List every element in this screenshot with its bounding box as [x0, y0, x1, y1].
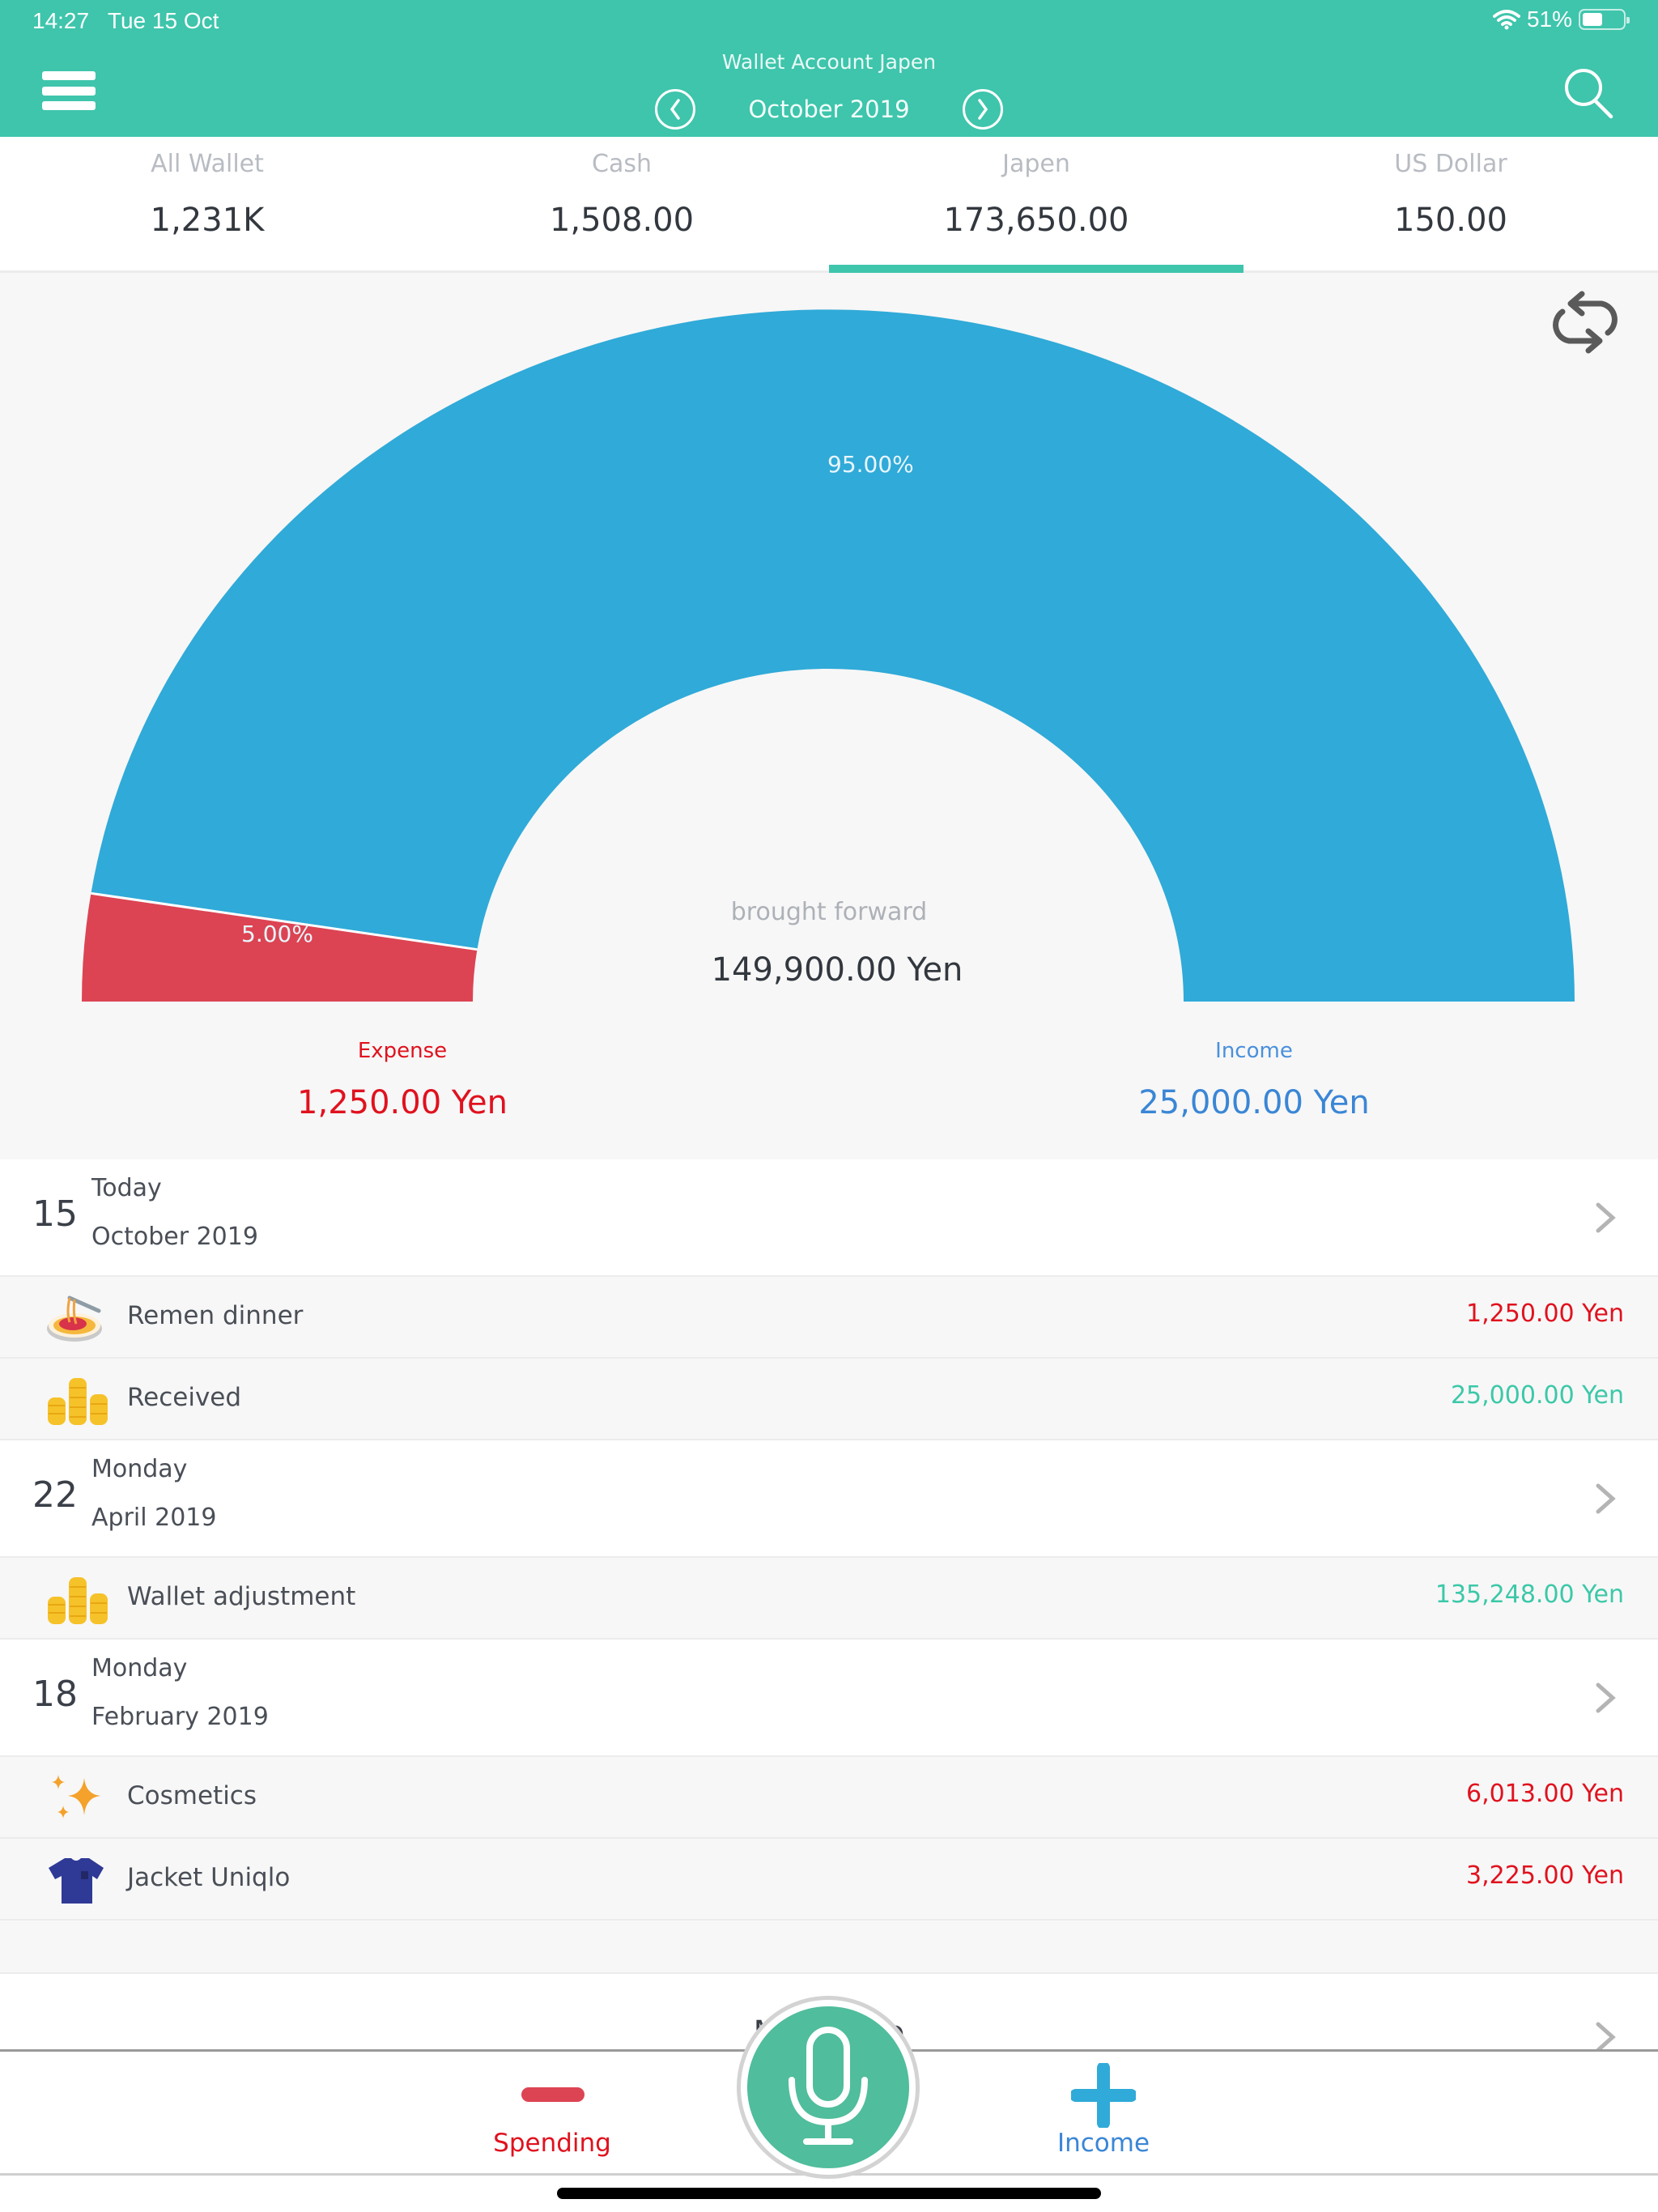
wifi-icon	[1492, 10, 1520, 30]
transaction-item[interactable]: Jacket Uniqlo 3,225.00 Yen	[0, 1839, 1658, 1921]
tab-label: All Wallet	[151, 150, 264, 178]
income-label: Income	[1215, 1039, 1293, 1063]
swap-chart-button[interactable]	[1545, 286, 1626, 359]
search-button[interactable]	[1559, 65, 1616, 121]
list-spacer	[0, 1921, 1658, 1974]
tab-label: Cash	[592, 150, 652, 178]
battery-icon	[1579, 9, 1630, 30]
menu-button[interactable]	[42, 71, 96, 110]
coins-icon	[48, 1577, 108, 1624]
search-icon	[1565, 69, 1613, 119]
voice-input-button[interactable]	[737, 1996, 920, 2179]
tab-label: Japen	[1002, 150, 1070, 178]
item-amount: 135,248.00 Yen	[1435, 1580, 1624, 1609]
summary-chart-panel: 95.00% 5.00% brought forward 149,900.00 …	[0, 273, 1658, 1159]
chevron-right-icon	[1596, 2022, 1616, 2052]
item-amount: 25,000.00 Yen	[1450, 1381, 1624, 1410]
chevron-right-icon	[978, 99, 988, 120]
hamburger-icon	[42, 71, 96, 80]
plus-icon	[1071, 2063, 1136, 2128]
date-group-header[interactable]: 15 Today October 2019	[0, 1159, 1658, 1277]
date-month-year: April 2019	[91, 1504, 217, 1532]
swap-arrows-icon	[1553, 291, 1618, 354]
tab-all-wallet[interactable]: All Wallet 1,231K	[0, 137, 414, 270]
income-button[interactable]: Income	[982, 2052, 1225, 2173]
chevron-left-icon	[670, 99, 680, 120]
next-month-button[interactable]	[963, 89, 1003, 130]
date-weekday: Monday	[91, 1654, 188, 1682]
wallet-tabs: All Wallet 1,231K Cash 1,508.00 Japen 17…	[0, 137, 1658, 273]
battery-percent: 51%	[1526, 6, 1572, 32]
transaction-item[interactable]: Received 25,000.00 Yen	[0, 1359, 1658, 1440]
expense-slice[interactable]	[82, 893, 478, 1002]
date-day: 22	[32, 1474, 78, 1516]
transaction-item[interactable]: Remen dinner 1,250.00 Yen	[0, 1277, 1658, 1359]
chevron-right-icon	[1596, 1682, 1616, 1713]
date-month-year: October 2019	[91, 1223, 258, 1251]
date-day: 15	[32, 1193, 78, 1235]
item-name: Jacket Uniqlo	[127, 1863, 291, 1892]
item-amount: 1,250.00 Yen	[1466, 1300, 1624, 1328]
item-name: Received	[127, 1383, 242, 1412]
minus-icon	[521, 2087, 585, 2102]
chevron-right-icon	[1596, 1483, 1616, 1514]
date-weekday: Monday	[91, 1455, 188, 1483]
date-weekday: Today	[91, 1174, 162, 1202]
tab-label: US Dollar	[1394, 150, 1507, 178]
income-total: 25,000.00 Yen	[1138, 1084, 1370, 1121]
brought-forward-label: brought forward	[730, 898, 928, 926]
date-group-header[interactable]: 18 Monday February 2019	[0, 1640, 1658, 1757]
brought-forward-value: 149,900.00 Yen	[711, 951, 963, 989]
expense-label: Expense	[357, 1039, 448, 1063]
app-header: 14:27 Tue 15 Oct 51% Wallet Account Jape…	[0, 0, 1658, 137]
item-amount: 6,013.00 Yen	[1466, 1780, 1624, 1808]
chevron-right-icon	[1596, 1202, 1616, 1233]
date-month-year: February 2019	[91, 1703, 269, 1731]
tab-us-dollar[interactable]: US Dollar 150.00	[1244, 137, 1658, 270]
status-time: 14:27 Tue 15 Oct	[32, 8, 219, 33]
prev-month-button[interactable]	[655, 89, 695, 130]
wallet-account-title: Wallet Account Japen	[721, 50, 937, 74]
item-amount: 3,225.00 Yen	[1466, 1861, 1624, 1890]
income-percent-label: 95.00%	[827, 451, 914, 478]
coins-icon	[48, 1378, 108, 1425]
expense-percent-label: 5.00%	[241, 921, 313, 947]
tab-balance: 1,508.00	[549, 202, 695, 239]
tab-balance: 173,650.00	[943, 202, 1129, 239]
sparkles-icon	[52, 1775, 100, 1819]
date-day: 18	[32, 1674, 78, 1715]
tshirt-icon	[49, 1858, 104, 1904]
date-group-header[interactable]: 22 Monday April 2019	[0, 1440, 1658, 1558]
microphone-icon	[789, 2027, 868, 2145]
tab-balance: 150.00	[1394, 202, 1507, 239]
income-slice[interactable]	[91, 309, 1575, 1002]
home-indicator[interactable]	[557, 2188, 1101, 2199]
half-donut-chart	[82, 309, 1575, 1002]
transaction-item[interactable]: Cosmetics 6,013.00 Yen	[0, 1757, 1658, 1839]
status-indicators: 51%	[1492, 6, 1630, 32]
spending-label: Spending	[493, 2129, 611, 2158]
item-name: Cosmetics	[127, 1781, 257, 1810]
tab-balance: 1,231K	[150, 202, 265, 239]
month-navigator: October 2019	[0, 89, 1658, 130]
current-month: October 2019	[748, 96, 910, 123]
spending-button[interactable]: Spending	[431, 2052, 674, 2173]
item-name: Wallet adjustment	[127, 1582, 356, 1611]
transaction-list: 15 Today October 2019 Remen dinner 1,250…	[0, 1159, 1658, 2063]
transaction-item[interactable]: Wallet adjustment 135,248.00 Yen	[0, 1558, 1658, 1640]
income-label: Income	[1056, 2129, 1150, 2158]
tab-cash[interactable]: Cash 1,508.00	[414, 137, 829, 270]
tab-japen[interactable]: Japen 173,650.00	[829, 137, 1244, 273]
expense-total: 1,250.00 Yen	[297, 1084, 508, 1121]
spaghetti-icon	[47, 1295, 102, 1342]
item-name: Remen dinner	[127, 1301, 304, 1330]
